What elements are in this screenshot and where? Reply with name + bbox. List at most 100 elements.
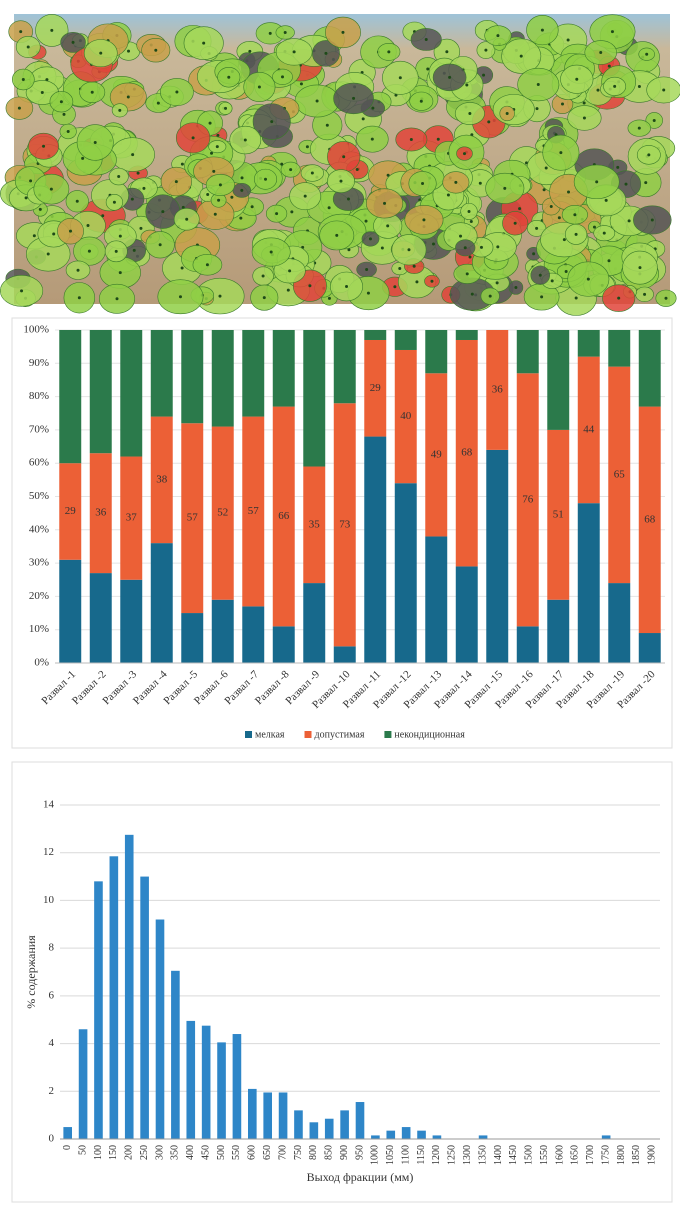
rock-center [638,266,642,270]
rock-center [415,280,419,284]
y-tick-label: 70% [29,423,49,435]
x-tick-label: 1400 [493,1145,504,1165]
rock-center [126,95,130,99]
rock-center [158,243,162,247]
rock-center [315,99,319,103]
rock-center [352,96,356,100]
rock-center [303,194,307,198]
bar-segment [181,330,204,424]
x-tick-label: 850 [324,1145,335,1160]
rock-center [224,106,228,110]
legend-label: некондиционная [394,729,465,740]
rock-center [38,207,42,211]
rock-center [118,271,122,275]
rock-center [582,116,586,120]
rock-center [262,296,266,300]
rock-center [275,212,279,216]
rock-center [335,233,339,237]
bar-segment [272,406,295,627]
bar-segment [150,330,173,417]
y-tick-label: 6 [49,989,55,1001]
rock-center [290,210,294,214]
rock-center [596,88,600,92]
x-tick-label: 1500 [524,1145,535,1165]
x-tick-label: 800 [308,1145,319,1160]
rock-center [46,252,50,256]
rock-center [644,181,648,185]
data-label: 68 [644,513,656,525]
y-tick-label: 4 [49,1037,55,1049]
rock-center [562,238,566,242]
bar [355,1102,365,1139]
rock-center [595,180,599,184]
rock-center [407,248,411,252]
bar-segment [394,483,417,663]
rock-center [230,195,234,199]
bar-segment [120,579,143,663]
bar [171,970,180,1139]
rock-center [154,48,158,52]
rock-center [66,129,70,133]
y-tick-label: 8 [49,942,55,954]
rock-center [327,296,331,300]
bar-segment [425,536,448,663]
data-label: 57 [248,505,260,517]
rock-center [339,179,343,183]
rock-center [261,274,265,278]
rock-center [604,198,608,202]
bar-segment [211,330,234,427]
rock-center [178,295,182,299]
rock-center [32,234,36,238]
x-tick-label: 1700 [585,1145,596,1165]
data-label: 38 [156,473,168,485]
x-axis-title: Выход фракции (мм) [307,1170,414,1184]
x-tick-label: 1900 [647,1145,658,1165]
data-label: 52 [217,507,228,519]
rock-center [218,183,222,187]
x-tick-label: 100 [93,1145,104,1160]
rock-center [465,272,469,276]
rock-center [366,291,370,295]
x-tick-label: 600 [247,1145,258,1160]
bar-segment [486,330,509,450]
x-tick-label: 650 [262,1145,273,1160]
histogram-chart: 0 2 4 6 8 10 12 14 0 50 100 150 200 250 300 350 400 450 50… [24,799,660,1184]
rock-center [75,199,79,203]
rock-center [387,50,391,54]
rock-center [355,168,359,172]
rock-center [454,180,458,184]
bar [263,1092,272,1139]
bar [371,1135,380,1139]
data-label: 49 [431,448,443,460]
rock-center [227,75,231,79]
y-tick-label: 10 [43,894,55,906]
rock-center [264,177,268,181]
rock-center [365,268,369,272]
rock-center [445,50,449,54]
bar-segment [211,599,234,663]
bar-segment [120,456,143,580]
rock-center [664,296,668,300]
rock-center [257,85,261,89]
data-label: 66 [278,510,290,522]
data-label: 57 [187,512,199,524]
rock-center [422,218,426,222]
rock-center [161,210,165,214]
bar-segment [242,606,265,663]
rock-center [538,273,542,277]
rock-center [627,219,631,223]
data-label: 37 [126,512,138,524]
bar [140,876,149,1139]
bar [94,881,103,1139]
rock-center [269,250,273,254]
rock-center [432,242,436,246]
x-tick-label: 0 [62,1145,73,1150]
rock-center [361,117,365,121]
bar [309,1122,319,1139]
rock-center [288,269,292,273]
x-tick-label: 1600 [554,1145,565,1165]
rock-center [280,75,284,79]
rock-center [484,48,488,52]
rock-center [398,76,402,80]
x-tick-label: 150 [108,1145,119,1160]
